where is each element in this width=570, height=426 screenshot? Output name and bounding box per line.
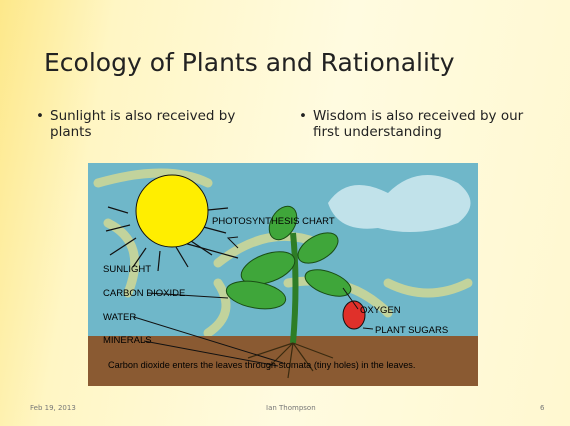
slide: Ecology of Plants and Rationality Sunlig…: [0, 0, 570, 426]
footer-date: Feb 19, 2013: [30, 404, 76, 412]
slide-title: Ecology of Plants and Rationality: [44, 48, 455, 77]
bullet: Sunlight is also received by plants: [50, 108, 265, 140]
photosynthesis-diagram: PHOTOSYNTHESIS CHART SUNLIGHT CARBON DIO…: [88, 163, 478, 386]
diagram-caption: Carbon dioxide enters the leaves through…: [108, 360, 415, 370]
footer-page: 6: [540, 404, 544, 412]
diagram-label: OXYGEN: [360, 305, 401, 316]
diagram-label: WATER: [103, 312, 136, 323]
diagram-label: PLANT SUGARS: [375, 325, 448, 336]
bullet: Wisdom is also received by our first und…: [313, 108, 528, 140]
diagram-label: SUNLIGHT: [103, 264, 151, 275]
diagram-label: CARBON DIOXIDE: [103, 288, 185, 299]
diagram-label: MINERALS: [103, 335, 152, 346]
footer-author: Ian Thompson: [266, 404, 316, 412]
diagram-label: PHOTOSYNTHESIS CHART: [212, 216, 335, 227]
